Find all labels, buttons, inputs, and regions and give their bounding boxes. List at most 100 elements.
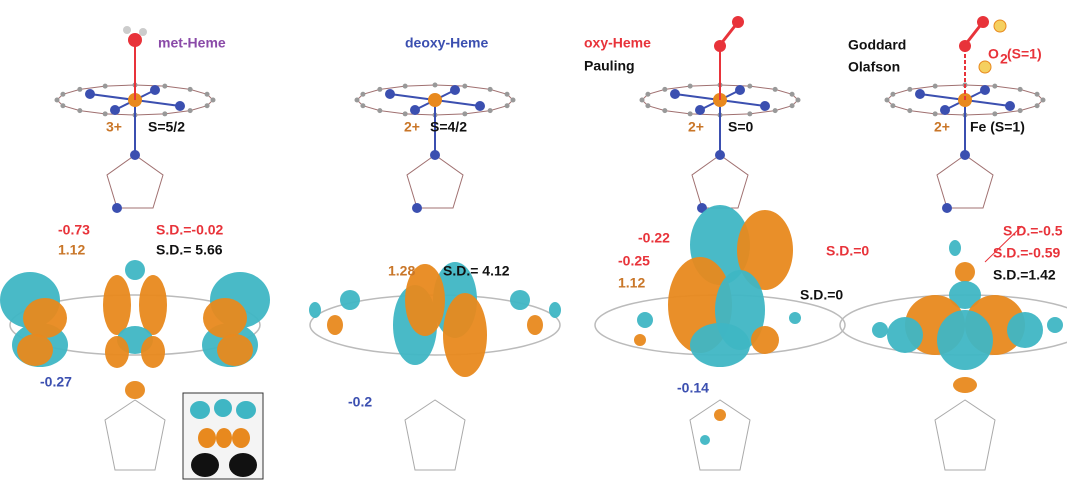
oxygen-atom xyxy=(732,16,744,28)
orbital-lobe xyxy=(789,312,801,324)
nitrogen-atom xyxy=(175,101,185,111)
carbon-atom xyxy=(992,111,998,117)
orbital-lobe xyxy=(1047,317,1063,333)
label: Fe (S=1) xyxy=(970,119,1025,135)
carbon-atom xyxy=(992,83,998,89)
carbon-atom xyxy=(487,108,493,114)
label: S.D.=-0.5 xyxy=(1003,223,1063,239)
inset-lobe xyxy=(214,399,232,417)
fe-n-bond xyxy=(434,99,481,107)
carbon-atom xyxy=(747,83,753,89)
carbon-atom xyxy=(645,91,651,97)
carbon-atom xyxy=(432,82,438,88)
carbon-atom xyxy=(102,111,108,117)
oxygen-atom xyxy=(959,40,971,52)
carbon-atom xyxy=(60,103,66,109)
carbon-atom xyxy=(1017,86,1023,92)
label: S.D.=-0.59 xyxy=(993,245,1061,261)
label: Olafson xyxy=(848,59,900,75)
inset-lobe xyxy=(191,453,219,477)
orbital-lobe xyxy=(203,298,247,338)
label: S=4/2 xyxy=(430,119,467,135)
label: Pauling xyxy=(584,58,635,74)
nitrogen-atom xyxy=(450,85,460,95)
orbital-lobe xyxy=(17,334,53,366)
label: -0.22 xyxy=(638,230,670,246)
porphyrin-plane xyxy=(9,294,261,356)
orbital-lobe xyxy=(1007,312,1043,348)
carbon-atom xyxy=(772,86,778,92)
carbon-atom xyxy=(747,111,753,117)
label: O xyxy=(988,46,999,62)
carbon-atom xyxy=(377,108,383,114)
orbital-lobe xyxy=(340,290,360,310)
orbital-lobe xyxy=(443,293,487,377)
carbon-atom xyxy=(487,86,493,92)
orbital-lobe xyxy=(217,334,253,366)
carbon-atom xyxy=(402,83,408,89)
imidazole-lower xyxy=(104,399,166,471)
inset-lobe xyxy=(229,453,257,477)
inset-lobe xyxy=(198,428,216,448)
orbital-lobe xyxy=(327,315,343,335)
label: (S=1) xyxy=(1007,46,1042,62)
orbital-lobe xyxy=(510,290,530,310)
label: -0.14 xyxy=(677,380,709,396)
carbon-atom xyxy=(884,97,890,103)
orbital-lobe xyxy=(737,210,793,290)
oxygen-atom xyxy=(128,33,142,47)
carbon-atom xyxy=(907,108,913,114)
label: -0.27 xyxy=(40,374,72,390)
carbon-atom xyxy=(687,83,693,89)
orbital-lobe xyxy=(309,302,321,318)
label: met-Heme xyxy=(158,35,226,51)
carbon-atom xyxy=(890,91,896,97)
orbital-lobe xyxy=(139,275,167,335)
nitrogen-atom xyxy=(960,150,970,160)
carbon-atom xyxy=(102,83,108,89)
carbon-atom xyxy=(1034,103,1040,109)
fe-n-bond xyxy=(964,99,1011,107)
pointer xyxy=(984,225,1023,263)
carbon-atom xyxy=(377,86,383,92)
carbon-atom xyxy=(1040,97,1046,103)
label: 3+ xyxy=(106,119,122,135)
carbon-atom xyxy=(204,103,210,109)
label: S.D.=-0.02 xyxy=(156,222,224,238)
fe-atom xyxy=(428,93,442,107)
orbital-lobe xyxy=(105,336,129,368)
label: S.D.= 5.66 xyxy=(156,242,223,258)
carbon-atom xyxy=(54,97,60,103)
fe-n-bond xyxy=(674,93,721,101)
nitrogen-atom xyxy=(942,203,952,213)
fe-n-bond xyxy=(89,93,136,101)
nitrogen-atom xyxy=(735,85,745,95)
label: oxy-Heme xyxy=(584,35,651,51)
nitrogen-atom xyxy=(940,105,950,115)
imidazole xyxy=(691,154,749,209)
carbon-atom xyxy=(187,86,193,92)
orbital-lobe xyxy=(125,381,145,399)
imidazole xyxy=(406,154,464,209)
imidazole-lower xyxy=(934,399,996,471)
nitrogen-atom xyxy=(110,105,120,115)
orbital-lobe xyxy=(955,262,975,282)
carbon-atom xyxy=(462,111,468,117)
orbital-lobe xyxy=(714,409,726,421)
carbon-atom xyxy=(789,103,795,109)
carbon-atom xyxy=(789,91,795,97)
carbon-atom xyxy=(907,86,913,92)
nitrogen-atom xyxy=(150,85,160,95)
orbital-lobe xyxy=(690,323,750,367)
inset-lobe xyxy=(190,401,210,419)
label: S.D.=1.42 xyxy=(993,267,1056,283)
label: 1.12 xyxy=(618,275,645,291)
label: S.D.=0 xyxy=(826,243,869,259)
label: deoxy-Heme xyxy=(405,35,488,51)
carbon-atom xyxy=(504,103,510,109)
nitrogen-atom xyxy=(130,150,140,160)
nitrogen-atom xyxy=(695,105,705,115)
imidazole-lower xyxy=(689,399,751,471)
imidazole-lower xyxy=(404,399,466,471)
carbon-atom xyxy=(504,91,510,97)
